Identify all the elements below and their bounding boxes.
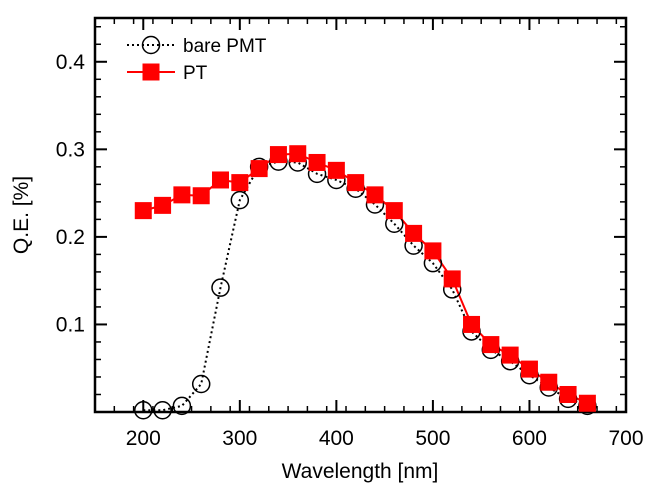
bare-pmt-point — [191, 374, 211, 394]
pt-point — [540, 373, 558, 391]
pt-point — [501, 346, 519, 364]
y-tick-label: 0.2 — [56, 226, 85, 249]
pt-point — [482, 336, 500, 354]
pt-point — [327, 161, 345, 179]
pt-point — [212, 171, 230, 189]
pt-point — [289, 145, 307, 163]
pt-point — [134, 202, 152, 220]
series-line-1 — [143, 152, 588, 405]
pt-point — [154, 196, 172, 214]
legend: bare PMT PT — [127, 35, 267, 84]
legend-marker-0 — [141, 35, 161, 55]
bare-pmt-point — [153, 400, 172, 420]
x-tick-label: 700 — [608, 427, 643, 450]
bare-pmt-point — [172, 396, 192, 416]
x-tick-label: 500 — [415, 427, 450, 450]
pt-point — [405, 224, 423, 242]
y-tick-label: 0.1 — [56, 313, 85, 336]
pt-point — [347, 174, 365, 192]
legend-label-0: bare PMT — [183, 36, 267, 57]
x-tick-label: 400 — [319, 427, 354, 450]
bare-pmt-point — [230, 190, 250, 210]
pt-point — [250, 160, 268, 178]
series-lines — [143, 152, 588, 412]
pt-point — [385, 202, 403, 220]
pt-point — [559, 385, 577, 403]
pt-point — [231, 174, 249, 192]
pt-point — [424, 242, 442, 260]
pt-point — [463, 315, 481, 333]
pt-point — [520, 360, 538, 378]
bare-pmt-point — [211, 278, 230, 297]
x-tick-label: 300 — [222, 427, 257, 450]
x-tick-label: 600 — [512, 427, 547, 450]
tick-labels: 200 300 400 500 600 700 0.1 0.2 0.3 0.4 — [56, 51, 644, 450]
pt-point — [269, 146, 287, 164]
pt-point — [308, 153, 326, 171]
axis-ticks — [94, 18, 627, 412]
pt-point — [192, 187, 210, 205]
legend-marker-1 — [142, 63, 160, 81]
y-tick-label: 0.3 — [56, 138, 85, 161]
pt-point — [173, 186, 191, 204]
pt-point — [443, 270, 461, 288]
bare-pmt-point — [134, 400, 153, 420]
pt-point — [578, 394, 596, 412]
x-tick-label: 200 — [126, 427, 161, 450]
legend-label-1: PT — [183, 63, 208, 84]
plot-frame — [93, 16, 628, 414]
x-axis-label: Wavelength [nm] — [282, 460, 439, 483]
y-axis-label: Q.E. [%] — [10, 176, 33, 254]
series-markers — [134, 145, 597, 420]
series-line-0 — [143, 160, 588, 412]
y-tick-label: 0.4 — [56, 51, 86, 74]
pt-point — [366, 186, 384, 204]
